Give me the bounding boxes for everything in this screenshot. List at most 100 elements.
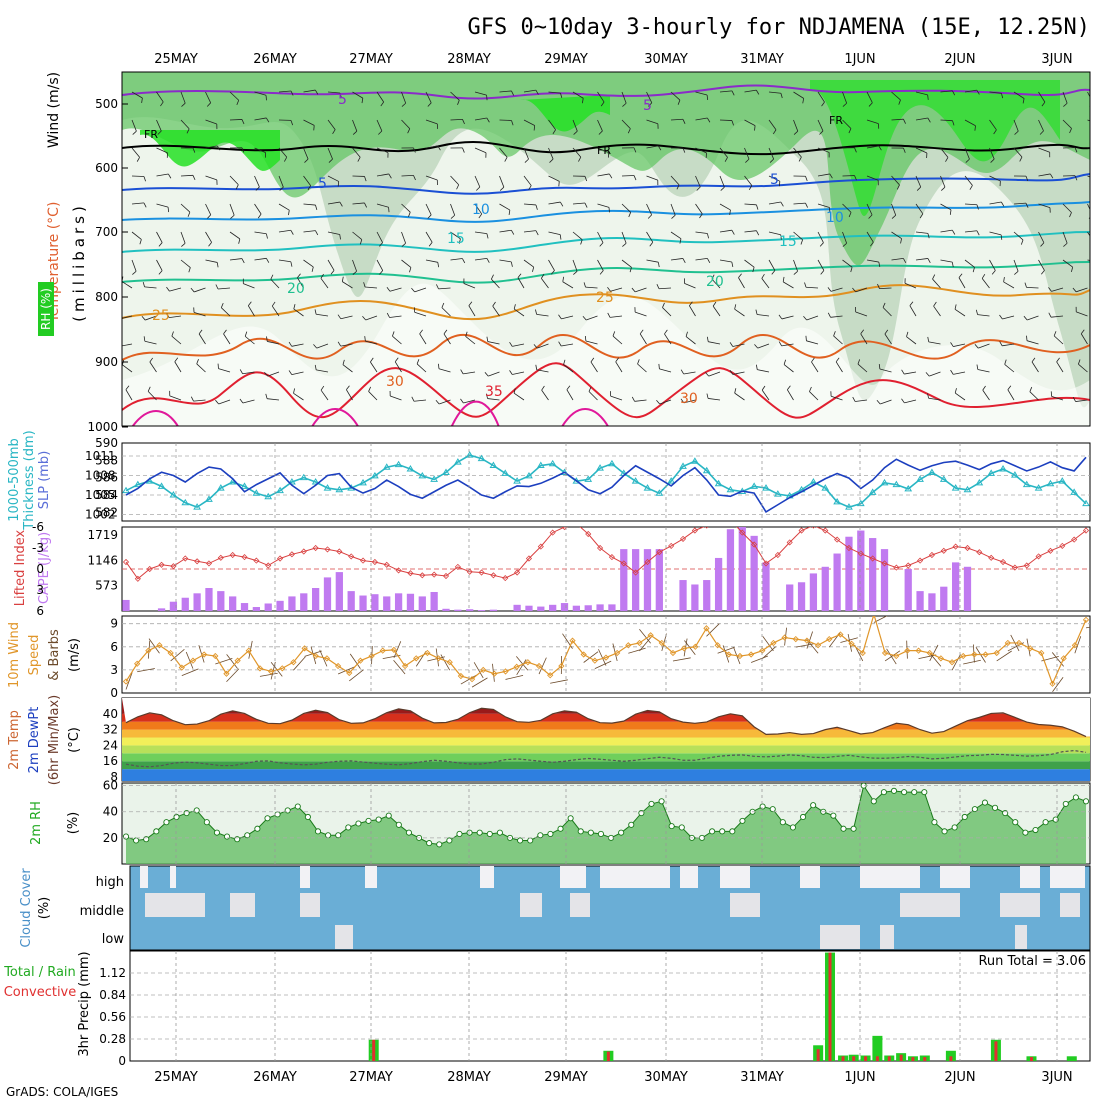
lifted-index-point xyxy=(928,551,935,559)
wind-barb xyxy=(963,659,981,665)
wind-barb-flag xyxy=(731,229,735,235)
wind-barb xyxy=(278,175,284,188)
wind-barb-flag xyxy=(241,147,245,153)
wind-barb-flag xyxy=(346,385,350,390)
wind-barb-flag xyxy=(1000,201,1005,207)
wind-barb-flag xyxy=(761,273,765,279)
wind-speed-point xyxy=(145,647,152,654)
wind-barb xyxy=(842,91,848,104)
wind-barb xyxy=(254,203,262,215)
wind-barb-flag xyxy=(435,399,440,405)
thickness-point xyxy=(714,479,723,487)
cape-bar xyxy=(608,604,616,611)
isotherm-15 xyxy=(122,231,1090,253)
wind-barb-flag xyxy=(413,175,416,181)
wind-barb xyxy=(866,259,879,263)
wind-barb-flag xyxy=(1074,147,1078,153)
wind-barb xyxy=(1085,626,1090,629)
wind-barb-flag xyxy=(842,242,847,247)
cloud-gap-high xyxy=(1050,866,1085,888)
wind-speed-point xyxy=(569,637,576,644)
wind-barb xyxy=(695,91,708,96)
freezing-level xyxy=(122,141,1090,156)
wind-speed-point xyxy=(301,645,308,652)
wind-barb-flag xyxy=(919,213,924,219)
wind-barb-flag xyxy=(731,120,734,126)
wind-barb xyxy=(523,119,535,126)
wind-speed-point xyxy=(201,651,208,658)
wind-barb xyxy=(414,399,427,402)
lifted-index-point xyxy=(976,549,983,556)
wind-barb-flag xyxy=(1022,98,1025,104)
cape-bar xyxy=(359,595,367,611)
wind-barb xyxy=(523,89,536,93)
wind-barb xyxy=(278,203,290,211)
wind-barb-flag xyxy=(535,89,539,95)
lifted-index-point xyxy=(786,539,793,546)
wind-barb xyxy=(940,147,949,158)
wind-barb-flag xyxy=(852,396,856,402)
lifted-index-point xyxy=(288,551,295,558)
wind-barb xyxy=(658,287,672,290)
wind-barb-flag xyxy=(499,186,505,191)
precip-tick-label: 1.12 xyxy=(99,966,126,980)
wind-barb xyxy=(817,119,824,132)
rh-point xyxy=(274,811,281,818)
wind-barb-flag xyxy=(677,99,681,105)
wind-speed-point xyxy=(223,670,230,677)
wind-speed-point xyxy=(703,625,710,632)
wind-barb xyxy=(1074,636,1082,654)
rh-point xyxy=(224,833,231,840)
contour-label: FR xyxy=(829,114,843,127)
wind-barb xyxy=(425,119,438,125)
wind-barb-flag xyxy=(993,129,997,135)
wind-barb xyxy=(1052,676,1064,692)
lifted-index-point xyxy=(348,553,355,560)
wind-barb xyxy=(523,230,536,233)
thickness-tick-label: 590 xyxy=(95,436,118,450)
date-tick-label: 1JUN xyxy=(844,1070,875,1085)
wind-barb xyxy=(597,231,604,243)
wind-barb-flag xyxy=(664,329,668,335)
rh-point xyxy=(658,798,665,805)
cape-bar xyxy=(335,572,343,611)
wind-speed-point xyxy=(535,662,543,670)
wind-barb xyxy=(722,645,730,663)
wind-barb xyxy=(768,91,781,94)
wind-barb-flag xyxy=(290,261,293,267)
lifted-index-point xyxy=(845,544,853,552)
lifted-index-point xyxy=(134,575,141,582)
lifted-index-point xyxy=(146,565,153,573)
precip-conv-bar xyxy=(899,1054,903,1061)
wind-barb xyxy=(352,202,365,205)
wind-speed-point xyxy=(312,652,319,660)
wind-barb-flag xyxy=(754,125,756,131)
lifted-index-point xyxy=(194,558,201,565)
li-tick-label: 0 xyxy=(36,562,44,576)
wind-barb-flag xyxy=(811,357,815,363)
wind-barb xyxy=(659,368,672,373)
wind-barb-flag xyxy=(676,184,680,190)
wind-barb-flag xyxy=(731,261,734,267)
ua-ylabel-units: (millibars) xyxy=(70,202,88,322)
wind-barb-flag xyxy=(264,372,269,377)
wind-barb-flag xyxy=(313,344,318,349)
lifted-index-point xyxy=(822,527,829,534)
wind-barb xyxy=(254,175,260,188)
wind-barb xyxy=(181,668,199,676)
wind-barb-flag xyxy=(711,274,715,280)
wind-barb xyxy=(342,364,353,373)
wind-barb xyxy=(964,119,976,127)
wind-barb xyxy=(440,654,451,671)
rh-point xyxy=(921,789,928,796)
wind-speed-polyline xyxy=(125,616,1087,686)
thickness-point xyxy=(1022,480,1031,488)
wind-speed-point xyxy=(803,637,811,644)
wind-barb-flag xyxy=(656,284,660,289)
cape-bar xyxy=(537,606,545,611)
wind-barb-flag xyxy=(337,341,342,347)
rh-point xyxy=(133,837,140,844)
wind-barb xyxy=(327,91,340,94)
lifted-index-point xyxy=(597,544,604,552)
wind-barb xyxy=(978,343,990,349)
